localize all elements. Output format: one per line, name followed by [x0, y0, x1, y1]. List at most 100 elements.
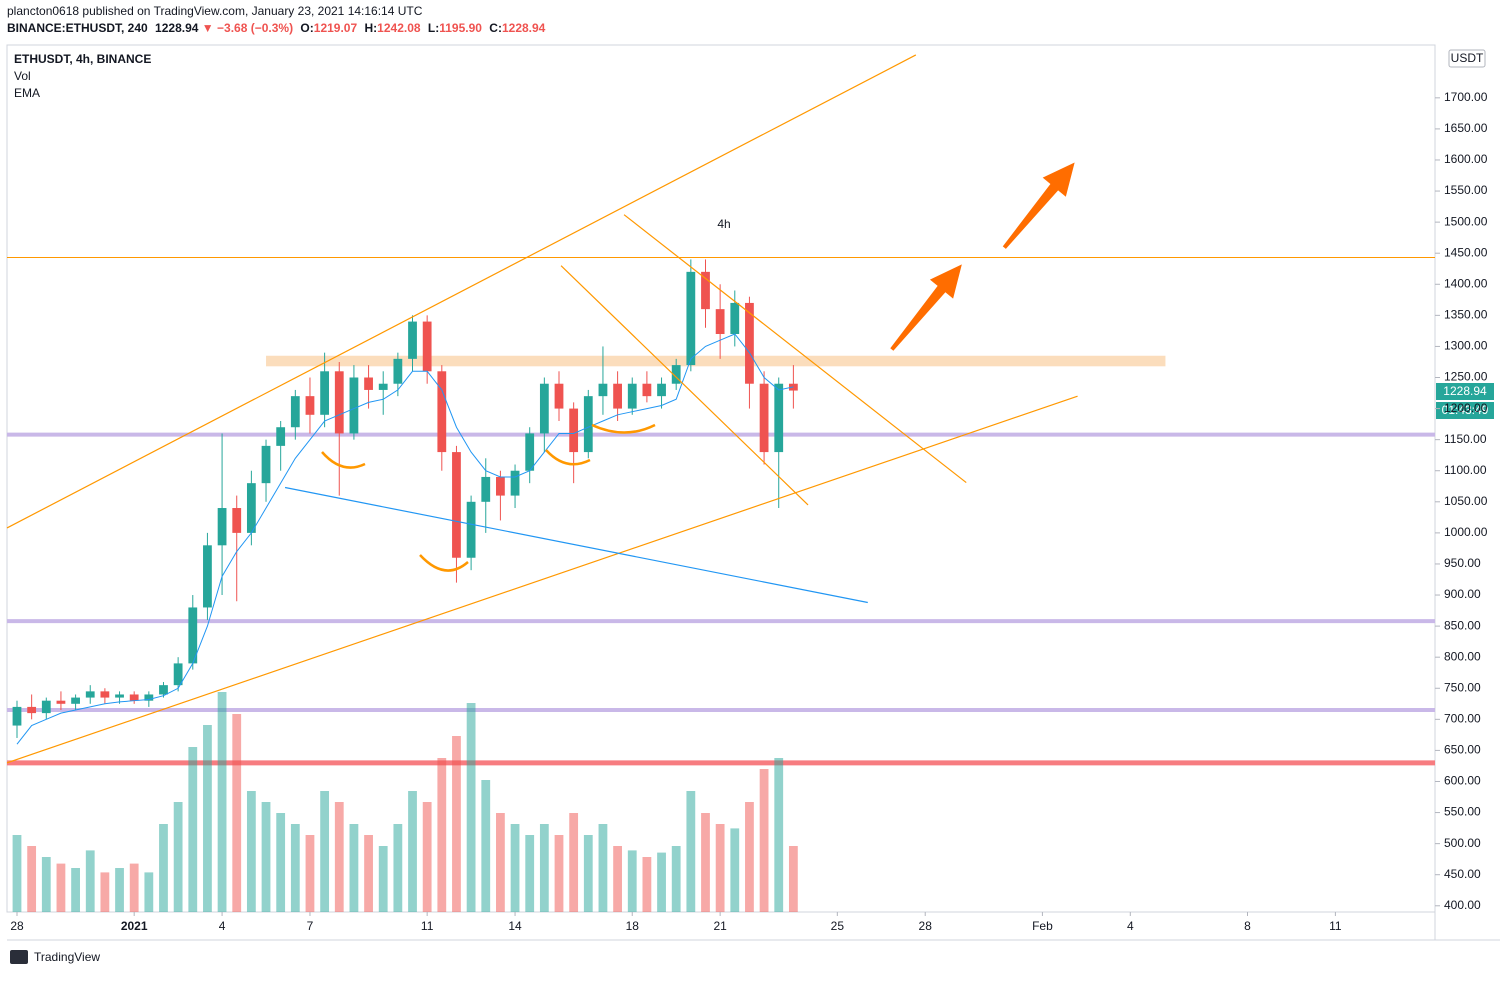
- candle-body: [525, 433, 535, 471]
- y-tick-label: 850.00: [1444, 618, 1481, 632]
- candle-body: [657, 383, 666, 397]
- trendline: [6, 54, 917, 529]
- x-tick-label: 7: [307, 919, 314, 933]
- smile: [591, 423, 656, 434]
- x-tick-label: 11: [421, 919, 434, 933]
- low: 1195.90: [439, 21, 482, 35]
- candle-body: [276, 427, 286, 446]
- candle-body: [627, 383, 637, 409]
- volume-bar: [203, 725, 212, 912]
- candle-body: [305, 396, 315, 415]
- candle-body: [642, 383, 652, 397]
- price-tag: 1228.94: [1443, 384, 1487, 398]
- candle-body: [408, 321, 417, 359]
- smile: [419, 554, 469, 572]
- volume-bar: [554, 835, 564, 912]
- y-tick-label: 750.00: [1444, 680, 1481, 694]
- y-tick-label: 1650.00: [1444, 121, 1488, 135]
- y-tick-label: 1200.00: [1444, 401, 1488, 415]
- footer[interactable]: TradingView: [34, 950, 100, 964]
- marks: [6, 54, 1435, 912]
- candle-body: [41, 700, 51, 714]
- volume-bar: [27, 846, 37, 912]
- candle-body: [496, 476, 505, 496]
- candle-body: [759, 383, 769, 453]
- volume-bar: [364, 835, 373, 912]
- volume-bar: [276, 813, 286, 912]
- y-tick-label: 800.00: [1444, 649, 1481, 663]
- ema-line: [16, 333, 794, 745]
- volume-bar: [290, 824, 300, 912]
- arrow: ▼: [202, 21, 214, 35]
- volume-bar: [774, 758, 784, 912]
- logo-icon[interactable]: [10, 950, 28, 964]
- volume-bar: [349, 824, 359, 912]
- countdown: 01:43:49: [1442, 403, 1489, 417]
- smile: [545, 449, 591, 466]
- c-label: C:: [489, 21, 502, 35]
- candle-body: [159, 685, 168, 695]
- candle-body: [217, 508, 227, 546]
- currency-box[interactable]: [1448, 49, 1486, 68]
- x-tick-label: 8: [1244, 919, 1251, 933]
- volume-bar: [759, 769, 769, 912]
- volume-bar: [671, 846, 681, 912]
- volume-bar: [12, 835, 22, 912]
- y-tick-label: 900.00: [1444, 587, 1481, 601]
- countdown-box: [1436, 402, 1494, 419]
- volume-bar: [100, 872, 110, 912]
- currency[interactable]: USDT: [1451, 51, 1484, 65]
- candle-body: [422, 321, 432, 372]
- candle-body: [71, 697, 80, 704]
- volume-bar: [188, 747, 198, 912]
- volume-bar: [334, 802, 344, 912]
- volume-bar: [437, 758, 447, 912]
- volume-bar: [159, 824, 168, 912]
- volume-bar: [627, 850, 637, 912]
- volume-bar: [71, 868, 80, 912]
- candle-body: [730, 302, 740, 334]
- volume-bar: [583, 835, 593, 912]
- volume-bar: [305, 835, 315, 912]
- y-tick-label: 1700.00: [1444, 90, 1488, 104]
- candle-body: [452, 452, 461, 558]
- x-tick-label: 14: [508, 919, 522, 933]
- y-tick-label: 1050.00: [1444, 494, 1488, 508]
- candle-body: [715, 309, 725, 334]
- y-tick-label: 1600.00: [1444, 152, 1488, 166]
- symbol: BINANCE:ETHUSDT, 240: [7, 21, 148, 35]
- candle-body: [598, 383, 608, 397]
- volume-bar: [788, 846, 798, 912]
- candle-body: [261, 445, 271, 484]
- trendline: [284, 486, 868, 604]
- trendline: [6, 395, 1078, 764]
- x-tick-label: 28: [919, 919, 933, 933]
- volume-bar: [452, 736, 461, 912]
- volume-bar: [466, 703, 476, 912]
- open: 1219.07: [314, 21, 358, 35]
- x-tick-label: Feb: [1032, 919, 1053, 933]
- candle-body: [554, 383, 564, 409]
- candle-body: [613, 383, 622, 409]
- volume-bar: [657, 852, 666, 912]
- y-tick-label: 1500.00: [1444, 214, 1488, 228]
- candle-body: [437, 371, 447, 453]
- close: 1228.94: [502, 21, 546, 35]
- high: 1242.08: [377, 21, 421, 35]
- y-tick-label: 550.00: [1444, 805, 1481, 819]
- y-tick-label: 450.00: [1444, 867, 1481, 881]
- y-tick-label: 1450.00: [1444, 245, 1488, 259]
- candle-body: [378, 383, 388, 390]
- candle-body: [745, 302, 754, 384]
- change: −3.68 (−0.3%): [217, 21, 293, 35]
- candle-body: [115, 694, 124, 698]
- candle-body: [481, 476, 491, 502]
- volume-bar: [320, 791, 330, 912]
- price-tag-box: [1436, 383, 1494, 400]
- volume-bar: [730, 828, 740, 912]
- y-tick-label: 600.00: [1444, 774, 1481, 788]
- candle-body: [349, 377, 359, 434]
- volume-bar: [598, 824, 608, 912]
- arrow: [890, 264, 962, 351]
- volume-bar: [246, 791, 256, 912]
